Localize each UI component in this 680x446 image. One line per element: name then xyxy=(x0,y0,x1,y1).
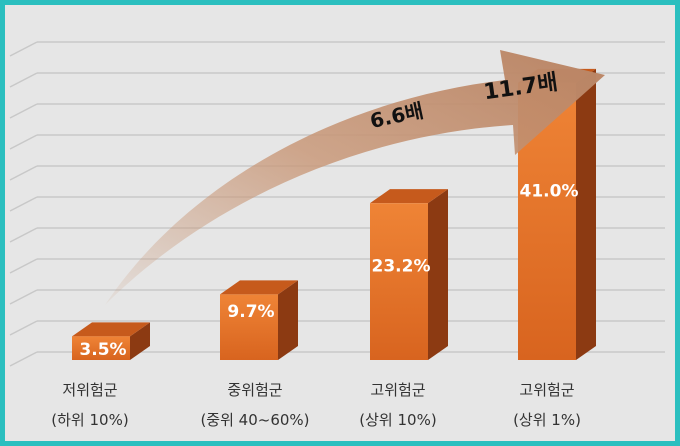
gridline-depth xyxy=(9,196,38,212)
chart-frame: 6.6배 11.7배 3.5% 9.7% 23.2% 41.0% 저위험군 (하위 10… xyxy=(5,5,675,441)
bar-side xyxy=(428,189,448,360)
bar xyxy=(370,203,428,360)
gridline-depth xyxy=(9,351,38,367)
bar-top xyxy=(370,189,448,204)
gridline-depth xyxy=(9,134,38,150)
bar xyxy=(220,294,278,360)
category-label-mid: 중위험군 (중위 40~60%) xyxy=(200,381,310,429)
gridline-depth xyxy=(9,227,38,243)
bar-side xyxy=(278,280,298,360)
bar-top xyxy=(72,322,150,337)
category-label-low: 저위험군 (하위 10%) xyxy=(51,381,129,429)
bar-chart: 6.6배 11.7배 3.5%9.7%23.2%41.0% xyxy=(9,41,665,367)
growth-arrow xyxy=(105,50,605,305)
gridline-depth xyxy=(9,72,38,88)
bar-top xyxy=(220,280,298,295)
category-label-top: 고위험군 (상위 1%) xyxy=(513,381,581,429)
bar xyxy=(72,336,130,360)
data-label: 41.0% xyxy=(520,181,579,201)
data-label: 3.5% xyxy=(79,340,126,360)
gridline-depth xyxy=(9,258,38,274)
gridline-depth xyxy=(9,103,38,119)
category-label-high: 고위험군 (상위 10%) xyxy=(359,381,437,429)
gridline-depth xyxy=(9,320,38,336)
bar-side xyxy=(130,322,150,360)
gridline-depth xyxy=(9,165,38,181)
data-label: 9.7% xyxy=(227,302,274,322)
data-label: 23.2% xyxy=(372,257,431,277)
gridline-depth xyxy=(9,41,38,57)
gridline-depth xyxy=(9,289,38,305)
bar-side xyxy=(576,68,596,360)
